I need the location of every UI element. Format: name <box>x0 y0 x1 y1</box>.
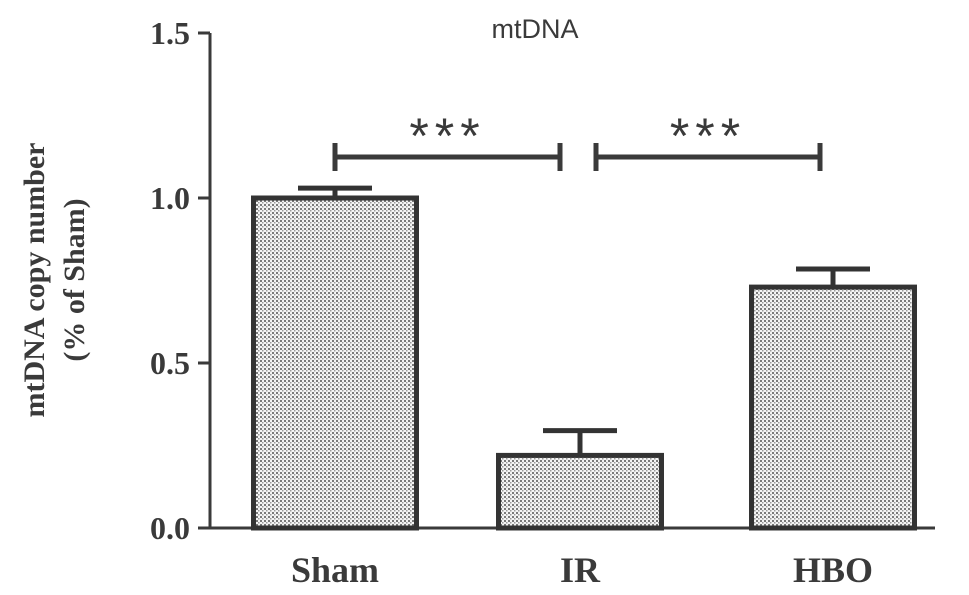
bar-sham <box>251 195 419 531</box>
y-ticks: 0.0 0.5 1.0 1.5 <box>150 15 210 546</box>
bar-ir <box>496 452 664 531</box>
x-tick-label: Sham <box>291 550 379 590</box>
x-tick-labels: Sham IR HBO <box>291 550 873 590</box>
bar-hbo <box>749 284 917 531</box>
chart-title: mtDNA <box>492 14 579 44</box>
y-axis-label-line2: (% of Sham) <box>58 198 91 361</box>
x-tick-label: IR <box>560 550 601 590</box>
significance-brackets: *** *** <box>332 108 823 171</box>
y-axis-label-line1: mtDNA copy number <box>18 143 51 418</box>
y-tick-label: 0.5 <box>150 345 190 381</box>
significance-label: *** <box>409 108 485 164</box>
y-tick-label: 1.5 <box>150 15 190 51</box>
y-tick-label: 0.0 <box>150 510 190 546</box>
y-axis-label: mtDNA copy number (% of Sham) <box>18 143 91 418</box>
x-tick-label: HBO <box>793 550 873 590</box>
bars <box>251 195 917 531</box>
error-bars <box>298 185 870 456</box>
y-tick-label: 1.0 <box>150 180 190 216</box>
significance-label: *** <box>670 108 746 164</box>
